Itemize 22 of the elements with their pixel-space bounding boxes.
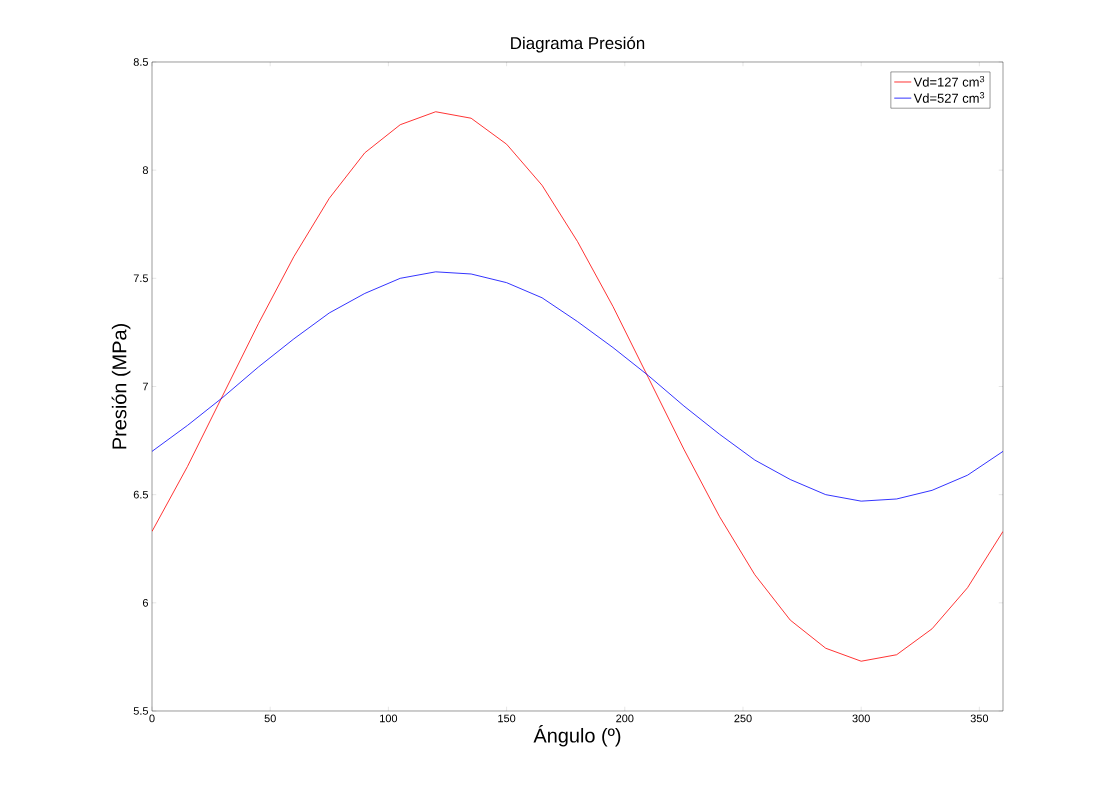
line-series xyxy=(152,111,1004,662)
legend-label: Vd=127 cm$^{3}$ xyxy=(913,75,985,87)
x-axis-title: Ángulo (º) xyxy=(533,725,621,747)
line-series xyxy=(152,271,1004,502)
x-tick-label: 300 xyxy=(852,714,870,723)
chart-title: Diagrama Presión xyxy=(511,36,645,53)
x-tick-label: 50 xyxy=(264,714,276,723)
y-tick-label: 7 xyxy=(142,382,148,391)
y-tick-label: 6.5 xyxy=(133,490,149,499)
y-tick-label: 8 xyxy=(142,166,148,175)
legend-label: Vd=527 cm$^{3}$ xyxy=(913,92,985,103)
x-tick-label: 150 xyxy=(498,714,516,723)
x-tick-label: 0 xyxy=(149,714,155,723)
y-axis-title: Presión (MPa) xyxy=(111,324,131,449)
x-tick-label: 350 xyxy=(970,714,989,723)
y-tick-label: 5.5 xyxy=(133,707,149,715)
y-tick-label: 8.5 xyxy=(133,58,149,66)
x-tick-label: 200 xyxy=(616,714,634,723)
x-tick-label: 100 xyxy=(380,714,398,723)
y-tick-label: 7.5 xyxy=(133,274,149,283)
x-tick-label: 250 xyxy=(734,714,752,723)
y-tick-label: 6 xyxy=(142,598,148,607)
